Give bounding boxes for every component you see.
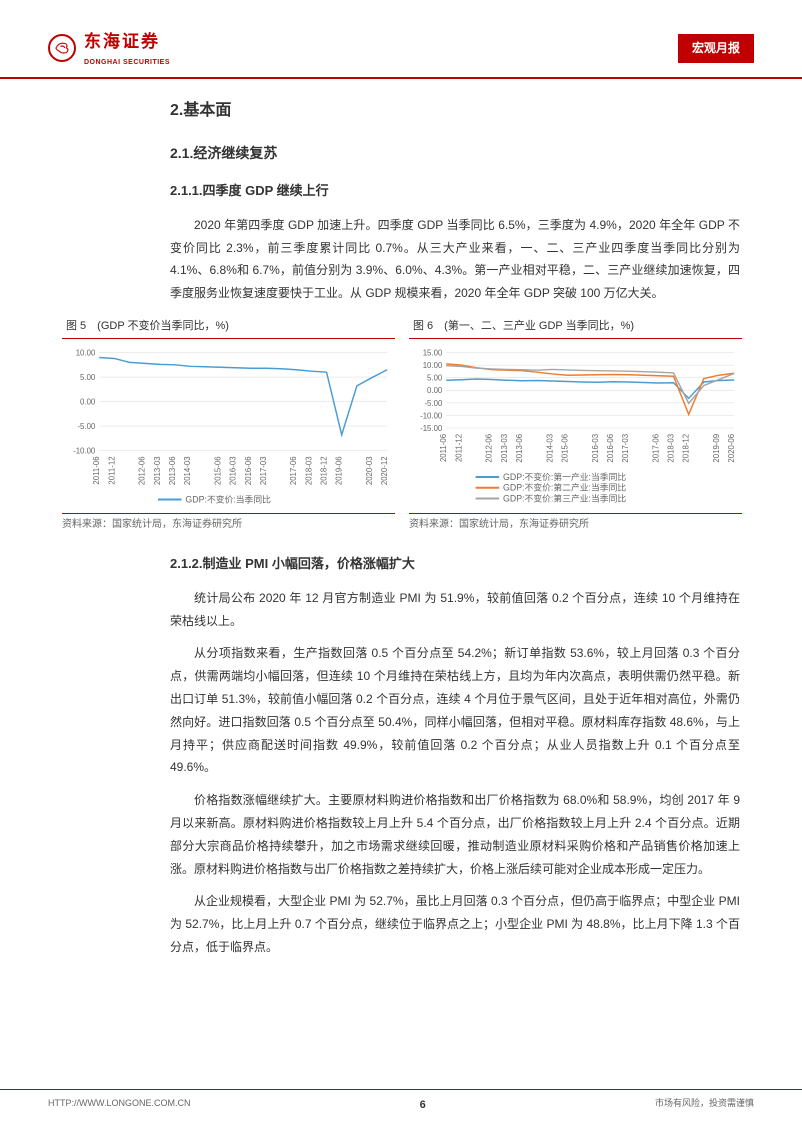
svg-text:2016-06: 2016-06 xyxy=(244,455,253,484)
paragraph-5: 从企业规模看，大型企业 PMI 为 52.7%，虽比上月回落 0.3 个百分点，… xyxy=(170,890,740,958)
svg-text:2011-06: 2011-06 xyxy=(439,433,448,462)
chart-5-block: 图 5 (GDP 不变价当季同比，%) -10.00 -5.00 0.00 5.00 1… xyxy=(62,315,395,533)
svg-text:5.00: 5.00 xyxy=(80,373,96,382)
logo-en: DONGHAI SECURITIES xyxy=(84,57,170,69)
logo-text: 东海证券 DONGHAI SECURITIES xyxy=(84,28,170,69)
svg-text:-10.00: -10.00 xyxy=(420,411,443,420)
chart-5-source: 资料来源：国家统计局，东海证券研究所 xyxy=(62,513,395,533)
svg-text:5.00: 5.00 xyxy=(427,373,443,382)
svg-text:2011-06: 2011-06 xyxy=(92,455,101,484)
page-footer: HTTP://WWW.LONGONE.COM.CN 6 市场有风险，投资需谨慎 xyxy=(0,1089,802,1133)
svg-text:2016-06: 2016-06 xyxy=(606,433,615,462)
content-area: 2.基本面 2.1.经济继续复苏 2.1.1.四季度 GDP 继续上行 2020… xyxy=(0,79,802,959)
paragraph-3: 从分项指数来看，生产指数回落 0.5 个百分点至 54.2%；新订单指数 53.… xyxy=(170,642,740,779)
chart-6-area: -15.00 -10.00 -5.00 0.00 5.00 10.00 15.00 2011-… xyxy=(409,343,742,513)
svg-text:-5.00: -5.00 xyxy=(424,399,442,408)
chart-6-source: 资料来源：国家统计局，东海证券研究所 xyxy=(409,513,742,533)
chart-6-title: 图 6 (第一、二、三产业 GDP 当季同比，%) xyxy=(409,315,742,339)
svg-text:2020-03: 2020-03 xyxy=(365,455,374,484)
svg-text:10.00: 10.00 xyxy=(76,348,96,357)
chart-5-area: -10.00 -5.00 0.00 5.00 10.00 2011-06 2011-12 20… xyxy=(62,343,395,513)
svg-text:2017-03: 2017-03 xyxy=(259,455,268,484)
svg-text:2013-06: 2013-06 xyxy=(515,433,524,462)
paragraph-2: 统计局公布 2020 年 12 月官方制造业 PMI 为 51.9%，较前值回落… xyxy=(170,587,740,633)
chart-5-title: 图 5 (GDP 不变价当季同比，%) xyxy=(62,315,395,339)
svg-text:2012-06: 2012-06 xyxy=(485,433,494,462)
svg-text:2013-03: 2013-03 xyxy=(153,455,162,484)
svg-text:GDP:不变价:第一产业:当季同比: GDP:不变价:第一产业:当季同比 xyxy=(503,471,626,482)
svg-text:2020-06: 2020-06 xyxy=(727,433,736,462)
svg-text:10.00: 10.00 xyxy=(423,361,443,370)
svg-text:2018-03: 2018-03 xyxy=(667,433,676,462)
svg-text:2014-03: 2014-03 xyxy=(545,433,554,462)
chart-6-block: 图 6 (第一、二、三产业 GDP 当季同比，%) -15.00 -10.00 -5… xyxy=(409,315,742,533)
footer-url: HTTP://WWW.LONGONE.COM.CN xyxy=(48,1096,191,1115)
svg-text:GDP:不变价:第三产业:当季同比: GDP:不变价:第三产业:当季同比 xyxy=(503,492,626,503)
svg-text:2017-06: 2017-06 xyxy=(289,455,298,484)
svg-text:2011-12: 2011-12 xyxy=(107,456,116,484)
svg-text:0.00: 0.00 xyxy=(427,386,443,395)
svg-text:2016-03: 2016-03 xyxy=(591,433,600,462)
dragon-icon xyxy=(53,39,71,57)
svg-text:2016-03: 2016-03 xyxy=(229,455,238,484)
footer-disclaimer: 市场有风险，投资需谨慎 xyxy=(655,1096,754,1115)
logo-icon xyxy=(48,34,76,62)
svg-text:0.00: 0.00 xyxy=(80,397,96,406)
paragraph-1: 2020 年第四季度 GDP 加速上升。四季度 GDP 当季同比 6.5%，三季… xyxy=(170,214,740,305)
svg-text:15.00: 15.00 xyxy=(423,348,443,357)
svg-text:-15.00: -15.00 xyxy=(420,424,443,433)
svg-text:2019-09: 2019-09 xyxy=(712,434,721,463)
svg-text:GDP:不变价:当季同比: GDP:不变价:当季同比 xyxy=(185,493,271,504)
svg-text:2012-06: 2012-06 xyxy=(138,455,147,484)
svg-text:2013-03: 2013-03 xyxy=(500,433,509,462)
chart-6-svg: -15.00 -10.00 -5.00 0.00 5.00 10.00 15.00 2011-… xyxy=(409,343,742,513)
svg-text:-5.00: -5.00 xyxy=(77,422,95,431)
heading-2: 2.基本面 xyxy=(170,97,740,124)
svg-text:2018-12: 2018-12 xyxy=(320,456,329,485)
chart-5-svg: -10.00 -5.00 0.00 5.00 10.00 2011-06 2011-12 20… xyxy=(62,343,395,513)
charts-row: 图 5 (GDP 不变价当季同比，%) -10.00 -5.00 0.00 5.00 1… xyxy=(62,315,742,533)
svg-text:2020-12: 2020-12 xyxy=(380,456,389,485)
logo-cn: 东海证券 xyxy=(84,28,170,57)
heading-4-2: 2.1.2.制造业 PMI 小幅回落，价格涨幅扩大 xyxy=(170,553,740,575)
svg-text:GDP:不变价:第二产业:当季同比: GDP:不变价:第二产业:当季同比 xyxy=(503,481,626,492)
svg-text:2011-12: 2011-12 xyxy=(454,434,463,462)
svg-text:2018-03: 2018-03 xyxy=(304,455,313,484)
svg-text:2018-12: 2018-12 xyxy=(682,434,691,463)
paragraph-4: 价格指数涨幅继续扩大。主要原材料购进价格指数和出厂价格指数为 68.0%和 58… xyxy=(170,789,740,880)
svg-text:2015-06: 2015-06 xyxy=(213,455,222,484)
svg-text:2019-06: 2019-06 xyxy=(335,455,344,484)
report-badge: 宏观月报 xyxy=(678,34,754,62)
heading-4-1: 2.1.1.四季度 GDP 继续上行 xyxy=(170,180,740,202)
svg-text:-10.00: -10.00 xyxy=(73,446,96,455)
heading-3-1: 2.1.经济继续复苏 xyxy=(170,142,740,166)
svg-text:2014-03: 2014-03 xyxy=(183,455,192,484)
page-number: 6 xyxy=(191,1096,655,1115)
page-header: 东海证券 DONGHAI SECURITIES 宏观月报 xyxy=(0,0,802,79)
svg-text:2017-03: 2017-03 xyxy=(621,433,630,462)
logo-block: 东海证券 DONGHAI SECURITIES xyxy=(48,28,170,69)
svg-text:2015-06: 2015-06 xyxy=(560,433,569,462)
svg-text:2017-06: 2017-06 xyxy=(651,433,660,462)
svg-text:2013-06: 2013-06 xyxy=(168,455,177,484)
